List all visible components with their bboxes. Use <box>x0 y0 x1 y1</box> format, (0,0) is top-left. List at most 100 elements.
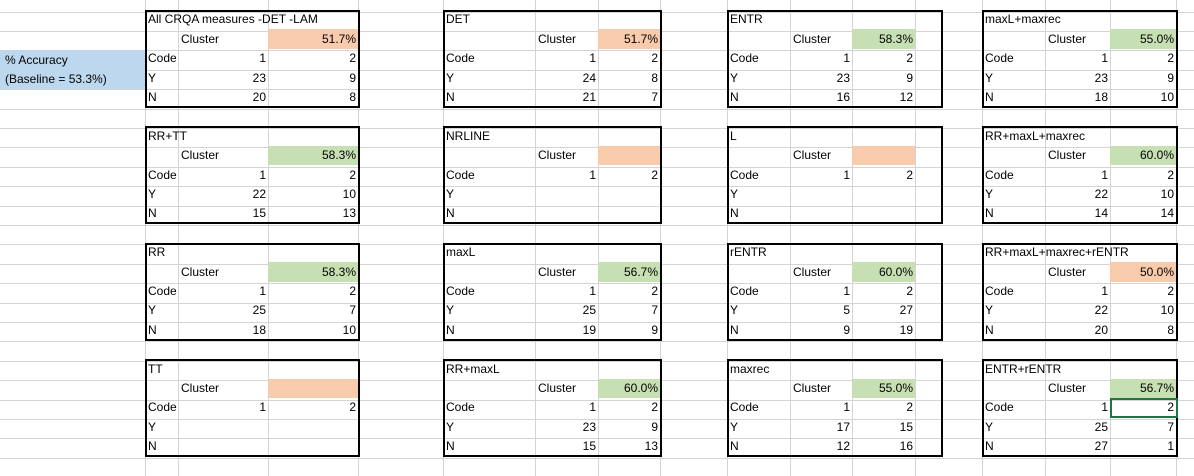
row-label[interactable]: N <box>730 322 739 337</box>
count[interactable]: 23 <box>836 70 850 85</box>
count[interactable]: 2 <box>906 167 913 182</box>
count[interactable]: 8 <box>1167 322 1174 337</box>
box-title[interactable]: TT <box>148 361 163 376</box>
count[interactable]: 2 <box>1167 167 1174 182</box>
box-title[interactable]: maxL <box>446 245 476 260</box>
accuracy[interactable]: 51.7% <box>321 31 356 46</box>
row-label[interactable]: Code <box>446 167 475 182</box>
box-title[interactable]: RR+TT <box>148 128 187 143</box>
box-title[interactable]: RR+maxL <box>446 361 500 376</box>
cluster-label[interactable]: Cluster <box>538 148 577 163</box>
count[interactable]: 21 <box>582 90 596 105</box>
count[interactable]: 18 <box>1094 90 1108 105</box>
count[interactable]: 9 <box>349 70 356 85</box>
row-label[interactable]: Code <box>985 400 1014 415</box>
count[interactable]: 14 <box>1160 206 1174 221</box>
row-label[interactable]: Y <box>730 70 739 85</box>
accuracy[interactable]: 60.0% <box>878 264 913 279</box>
cluster-label[interactable]: Cluster <box>181 148 220 163</box>
count[interactable]: 1 <box>589 284 596 299</box>
count[interactable]: 14 <box>1094 206 1108 221</box>
accuracy[interactable]: 50.0% <box>1139 264 1174 279</box>
cluster-label[interactable]: Cluster <box>181 264 220 279</box>
count[interactable]: 20 <box>1094 322 1108 337</box>
box-title[interactable]: maxL+maxrec <box>985 12 1061 27</box>
accuracy[interactable]: 58.3% <box>321 148 356 163</box>
row-label[interactable]: Code <box>730 51 759 66</box>
count[interactable]: 1 <box>1101 167 1108 182</box>
box-title[interactable]: NRLINE <box>446 128 491 143</box>
accuracy[interactable]: 58.3% <box>321 264 356 279</box>
cluster-label[interactable]: Cluster <box>793 381 832 396</box>
row-label[interactable]: Code <box>446 284 475 299</box>
count[interactable]: 10 <box>342 322 356 337</box>
count[interactable]: 2 <box>349 167 356 182</box>
count[interactable]: 2 <box>651 167 658 182</box>
cluster-label[interactable]: Cluster <box>1048 31 1087 46</box>
count[interactable]: 1 <box>259 400 266 415</box>
count[interactable]: 15 <box>252 206 266 221</box>
cluster-label[interactable]: Cluster <box>793 264 832 279</box>
count[interactable]: 10 <box>1160 187 1174 202</box>
row-label[interactable]: Y <box>148 70 157 85</box>
accuracy[interactable]: 58.3% <box>878 31 913 46</box>
count[interactable]: 15 <box>582 439 596 454</box>
side-label[interactable]: % Accuracy <box>5 52 68 67</box>
row-label[interactable]: Code <box>148 400 177 415</box>
count[interactable]: 1 <box>589 167 596 182</box>
count[interactable]: 2 <box>651 284 658 299</box>
count[interactable]: 1 <box>843 51 850 66</box>
count[interactable]: 19 <box>582 322 596 337</box>
row-label[interactable]: Code <box>446 51 475 66</box>
count[interactable]: 2 <box>906 51 913 66</box>
row-label[interactable]: Y <box>985 419 994 434</box>
count[interactable]: 1 <box>589 400 596 415</box>
row-label[interactable]: Y <box>446 70 455 85</box>
count[interactable]: 10 <box>1160 303 1174 318</box>
count[interactable]: 23 <box>252 70 266 85</box>
box-title[interactable]: RR+maxL+maxrec+rENTR <box>985 245 1129 260</box>
row-label[interactable]: Code <box>985 167 1014 182</box>
cluster-label[interactable]: Cluster <box>793 31 832 46</box>
count[interactable]: 2 <box>906 400 913 415</box>
count[interactable]: 22 <box>1094 303 1108 318</box>
row-label[interactable]: N <box>148 439 157 454</box>
count[interactable]: 2 <box>1167 400 1174 415</box>
cluster-label[interactable]: Cluster <box>181 31 220 46</box>
count[interactable]: 2 <box>349 51 356 66</box>
side-label[interactable]: (Baseline = 53.3%) <box>5 72 107 87</box>
row-label[interactable]: N <box>730 206 739 221</box>
count[interactable]: 2 <box>906 284 913 299</box>
row-label[interactable]: N <box>985 439 994 454</box>
row-label[interactable]: N <box>148 322 157 337</box>
count[interactable]: 23 <box>1094 70 1108 85</box>
count[interactable]: 22 <box>252 187 266 202</box>
row-label[interactable]: N <box>148 206 157 221</box>
row-label[interactable]: Y <box>148 187 157 202</box>
count[interactable]: 1 <box>589 51 596 66</box>
row-label[interactable]: Code <box>730 400 759 415</box>
count[interactable]: 1 <box>1101 400 1108 415</box>
row-label[interactable]: N <box>446 90 455 105</box>
box-title[interactable]: RR <box>148 245 166 260</box>
row-label[interactable]: N <box>985 206 994 221</box>
count[interactable]: 9 <box>843 322 850 337</box>
count[interactable]: 2 <box>349 400 356 415</box>
box-title[interactable]: rENTR <box>730 245 767 260</box>
count[interactable]: 1 <box>843 400 850 415</box>
count[interactable]: 22 <box>1094 187 1108 202</box>
count[interactable]: 1 <box>1101 284 1108 299</box>
count[interactable]: 20 <box>252 90 266 105</box>
row-label[interactable]: N <box>730 90 739 105</box>
box-title[interactable]: ENTR+rENTR <box>985 361 1062 376</box>
cluster-label[interactable]: Cluster <box>538 31 577 46</box>
count[interactable]: 1 <box>1167 439 1174 454</box>
count[interactable]: 17 <box>836 419 850 434</box>
row-label[interactable]: Code <box>148 284 177 299</box>
cluster-label[interactable]: Cluster <box>538 381 577 396</box>
count[interactable]: 2 <box>651 51 658 66</box>
row-label[interactable]: Y <box>730 187 739 202</box>
count[interactable]: 16 <box>899 439 913 454</box>
count[interactable]: 12 <box>836 439 850 454</box>
row-label[interactable]: N <box>148 90 157 105</box>
